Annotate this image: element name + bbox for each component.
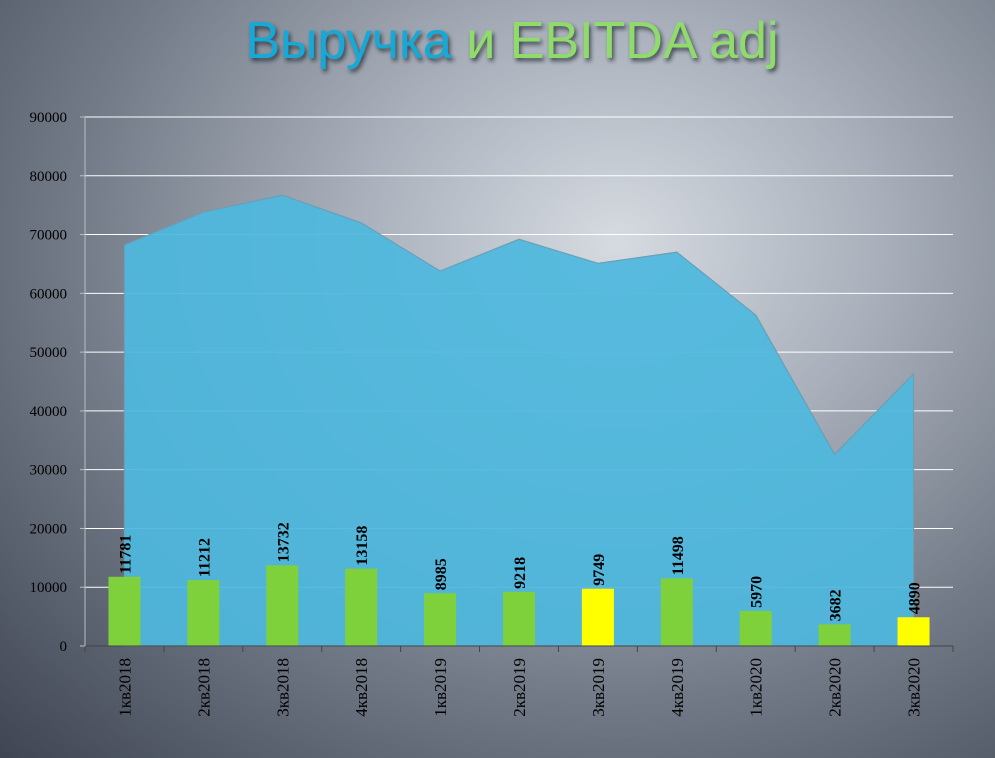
x-tick-label: 1кв2019 (431, 658, 450, 717)
x-tick-label: 4кв2018 (352, 658, 371, 717)
bar-data-label: 9218 (512, 557, 529, 589)
x-axis-tick-labels: 1кв2018 2кв2018 3кв2018 4кв2018 1кв2019 2кв20… (115, 658, 923, 717)
bar-1кв2018 (108, 576, 141, 646)
bar-4кв2019 (660, 578, 693, 646)
bar-4кв2018 (345, 568, 378, 646)
x-tick-label: 1кв2018 (115, 658, 134, 717)
bar-data-label: 11498 (670, 536, 687, 575)
revenue-area (123, 194, 915, 647)
bar-3кв2019 (581, 588, 614, 646)
x-tick-label: 3кв2018 (273, 658, 292, 717)
bar-3кв2020 (897, 617, 930, 646)
y-tick-label: 0 (60, 639, 68, 655)
axes (80, 116, 954, 652)
y-tick-label: 30000 (30, 463, 68, 479)
x-tick-label: 2кв2019 (510, 658, 529, 717)
bar-3кв2018 (266, 565, 299, 646)
bar-data-label: 5970 (749, 576, 766, 608)
bar-2кв2018 (187, 580, 220, 646)
bar-data-label: 11212 (196, 538, 213, 577)
x-tick-label: 1кв2020 (747, 658, 766, 717)
bar-2кв2020 (818, 624, 851, 646)
bar-data-label: 4890 (907, 582, 924, 614)
y-tick-label: 90000 (30, 110, 68, 126)
y-tick-label: 60000 (30, 286, 68, 302)
bar-1кв2020 (739, 610, 772, 646)
x-tick-label: 2кв2018 (194, 658, 213, 717)
y-tick-label: 40000 (30, 404, 68, 420)
x-tick-label: 4кв2019 (668, 658, 687, 717)
bar-data-labels: 11781 11212 13732 13158 8985 9218 9749 11498 597… (117, 522, 923, 621)
bar-1кв2019 (424, 593, 457, 646)
y-tick-label: 20000 (30, 521, 68, 537)
bar-data-label: 8985 (433, 558, 450, 590)
y-tick-label: 10000 (30, 580, 68, 596)
y-tick-label: 80000 (30, 169, 68, 185)
x-tick-label: 3кв2020 (905, 658, 924, 717)
bar-2кв2019 (503, 591, 535, 646)
chart-title: Выручка и EBITDA adj (245, 12, 778, 70)
ebitda-bars (108, 565, 930, 646)
x-tick-label: 3кв2019 (589, 658, 608, 717)
y-tick-label: 50000 (30, 345, 68, 361)
bar-data-label: 13732 (275, 522, 292, 562)
revenue-area-shape (123, 194, 915, 647)
chart-title-part2: и EBITDA adj (466, 12, 778, 70)
y-tick-label: 70000 (30, 228, 68, 244)
bar-data-label: 13158 (354, 526, 371, 566)
chart-title-part1: Выручка (245, 12, 466, 70)
x-tick-label: 2кв2020 (826, 658, 845, 717)
bar-data-label: 11781 (117, 535, 134, 574)
bar-data-label: 3682 (828, 589, 845, 621)
y-axis-tick-labels: 0 10000 20000 30000 40000 50000 60000 70000 8000… (30, 110, 68, 655)
bar-data-label: 9749 (591, 554, 608, 586)
